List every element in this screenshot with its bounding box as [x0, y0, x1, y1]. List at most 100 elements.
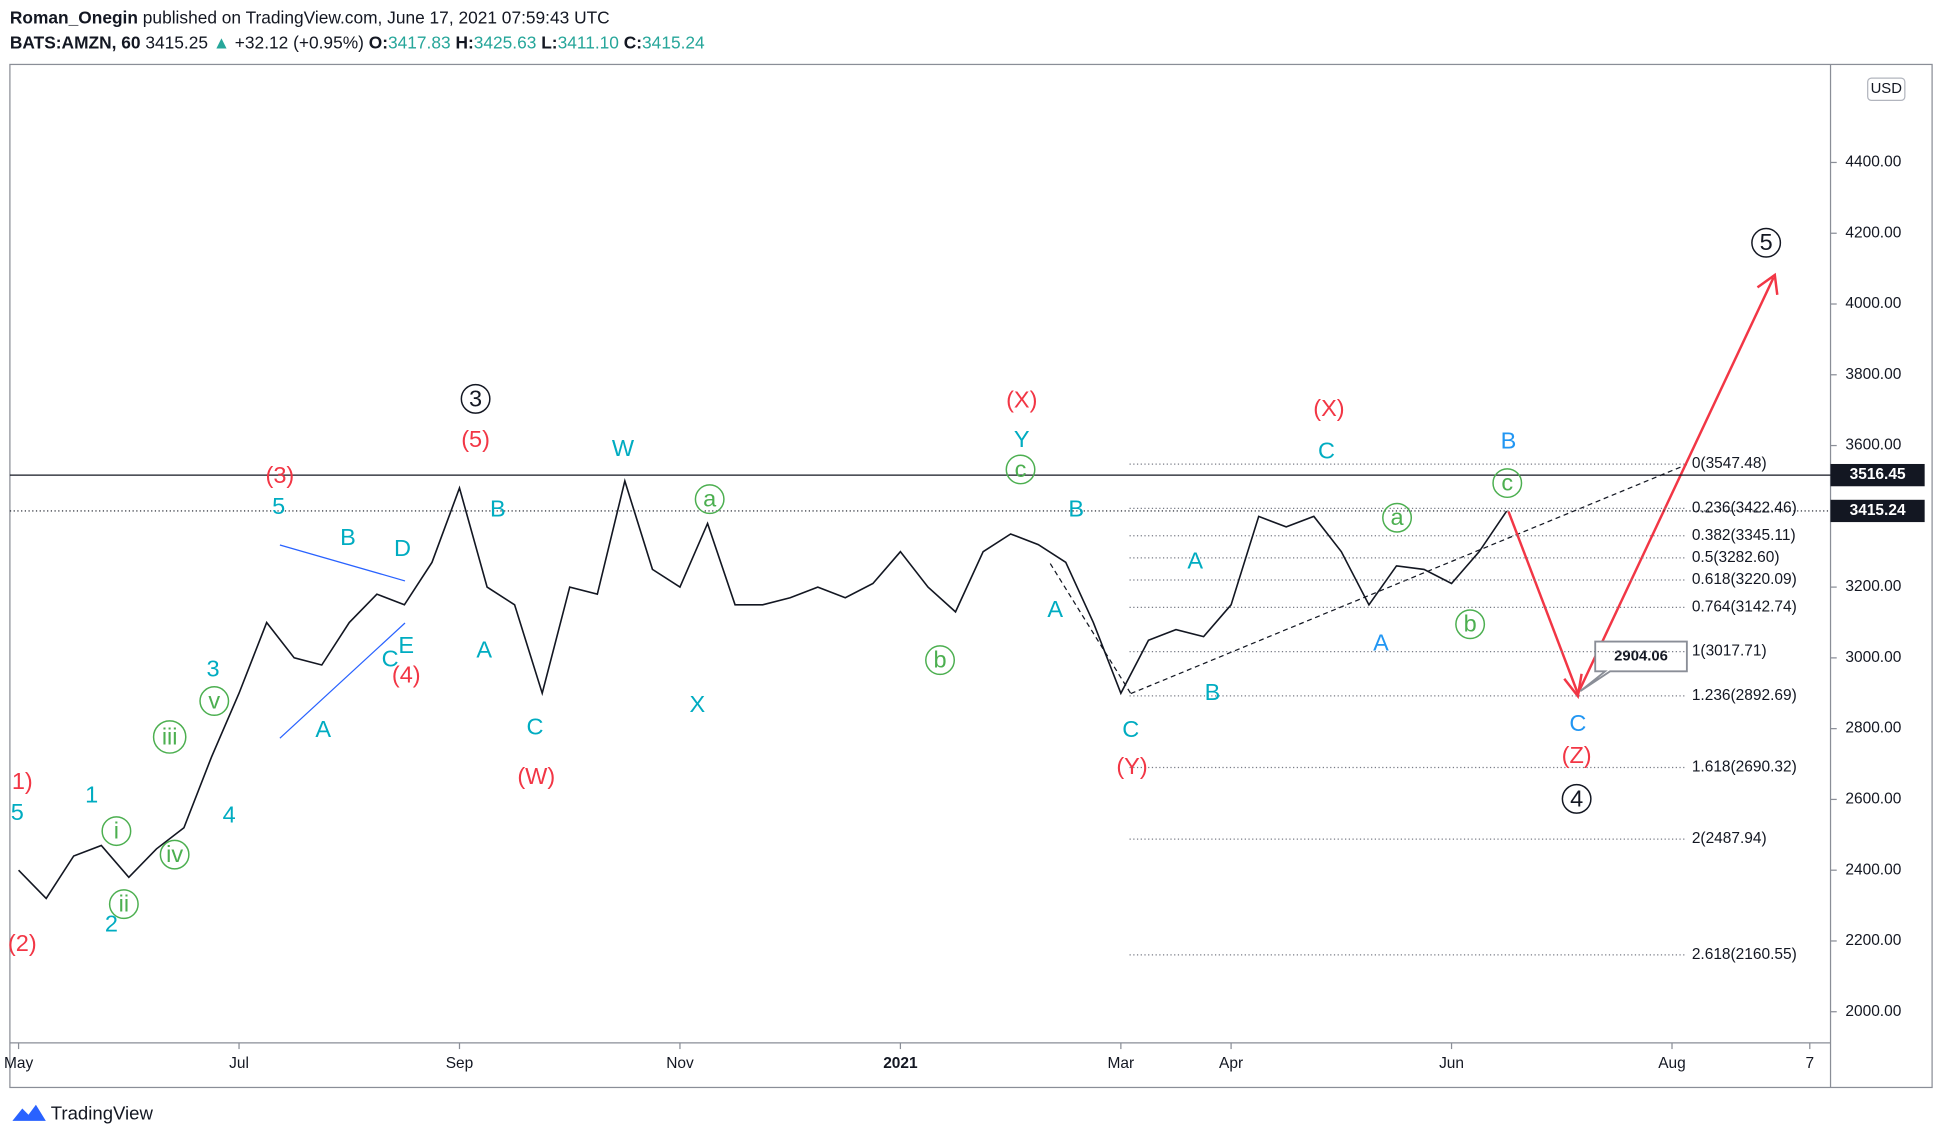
wave-label: iii — [162, 723, 178, 749]
wave-label: (W) — [517, 763, 555, 789]
annotation-circle — [101, 816, 132, 847]
annotation-circle — [159, 839, 190, 870]
wave-label: B — [1068, 496, 1084, 522]
last-price: 3415.25 — [145, 32, 208, 52]
wave-label: 5 — [272, 493, 285, 519]
target-label: 2904.06 — [1614, 648, 1668, 664]
wave-label: iv — [166, 841, 183, 867]
wave-label: (X) — [1313, 395, 1344, 421]
wave-label: 3 — [206, 655, 219, 681]
chart-frame — [9, 63, 1933, 1089]
x-tick-label: May — [4, 1055, 33, 1072]
wave-label: 4 — [1570, 785, 1583, 811]
annotation-circle — [108, 889, 139, 920]
y-tick-label: 3200.00 — [1845, 578, 1901, 595]
trend-line — [279, 622, 406, 739]
annotation-circle — [1455, 609, 1486, 640]
y-tick-label: 2000.00 — [1845, 1003, 1901, 1020]
y-tick-label: 2200.00 — [1845, 932, 1901, 949]
x-tick-label: Mar — [1108, 1055, 1135, 1072]
wave-label: (Y) — [1116, 753, 1147, 779]
wave-label: A — [315, 716, 331, 742]
plot-area: 2904.06 — [279, 272, 1779, 739]
wave-label: 3 — [469, 385, 482, 411]
header-line-1: Roman_Onegin published on TradingView.co… — [10, 7, 610, 27]
wave-label: C — [1569, 710, 1586, 736]
fib-label: 0(3547.48) — [1692, 455, 1767, 472]
annotation-circle — [152, 720, 187, 754]
ohlc-label: O: — [369, 32, 388, 52]
x-tick-label: 7 — [1805, 1055, 1814, 1072]
fib-label: 0.382(3345.11) — [1692, 527, 1796, 544]
projection-arrow — [1576, 276, 1775, 695]
price-label-box — [1830, 463, 1925, 487]
fib-label: 0.5(3282.60) — [1692, 549, 1780, 566]
wave-label: v — [208, 688, 220, 714]
annotation-circle — [1382, 502, 1413, 533]
price-label-box — [1830, 499, 1925, 523]
brand: TradingView — [51, 1103, 154, 1124]
fib-label: 1(3017.71) — [1692, 643, 1767, 660]
x-tick-label: Nov — [666, 1055, 694, 1072]
wave-label: a — [703, 486, 717, 512]
arrow-head — [1563, 673, 1583, 700]
ohlc-value: 3411.10 — [558, 32, 619, 52]
y-tick-label: 3000.00 — [1845, 649, 1901, 666]
fib-label: 1.618(2690.32) — [1692, 759, 1797, 776]
wave-label: 5 — [1760, 229, 1773, 255]
y-tick-label: 2800.00 — [1845, 720, 1901, 737]
wave-label: 1) — [12, 768, 33, 794]
header-line-2: BATS:AMZN, 60 3415.25 ▲ +32.12 (+0.95%) … — [10, 32, 705, 52]
wave-label: B — [490, 496, 506, 522]
wave-label: E — [398, 632, 414, 658]
projection-arrow — [1507, 511, 1580, 695]
symbol: BATS:AMZN, 60 — [10, 32, 141, 52]
x-tick-label: 2021 — [883, 1055, 918, 1072]
y-tick-label: 2400.00 — [1845, 861, 1901, 878]
wave-label: A — [1047, 596, 1063, 622]
x-tick-label: Sep — [446, 1055, 474, 1072]
fib-label: 2.618(2160.55) — [1692, 946, 1797, 963]
trend-line — [279, 544, 406, 582]
published: published on TradingView.com, June 17, 2… — [143, 7, 610, 27]
ohlc-label: H: — [455, 32, 473, 52]
wave-label: c — [1015, 456, 1027, 482]
annotation-circle — [1492, 468, 1523, 499]
target-callout — [1579, 640, 1688, 692]
y-tick-label: 2600.00 — [1845, 791, 1901, 808]
wave-label: (X) — [1006, 387, 1037, 413]
annotation-circle — [694, 484, 725, 515]
wave-label: 1 — [85, 782, 98, 808]
price-line-series — [18, 477, 1508, 900]
wave-label: 4 — [223, 801, 236, 827]
wave-label: 2 — [105, 910, 118, 936]
fib-label: 0.764(3142.74) — [1692, 598, 1797, 615]
wave-label: Y — [1014, 426, 1030, 452]
y-tick-label: 4400.00 — [1845, 154, 1901, 171]
change-arrow: ▲ — [213, 32, 230, 52]
ohlc-value: 3425.63 — [474, 32, 537, 52]
annotation-circle — [460, 383, 491, 414]
currency: USD — [1871, 81, 1903, 97]
wave-label: X — [689, 691, 705, 717]
wave-label: b — [1464, 611, 1477, 637]
fib-label: 0.618(3220.09) — [1692, 571, 1797, 588]
price-label: 3516.45 — [1850, 466, 1906, 483]
wave-label: A — [1187, 548, 1203, 574]
ohlc-label: L: — [541, 32, 557, 52]
fib-label: 0.236(3422.46) — [1692, 499, 1797, 516]
annotation-circle — [1005, 454, 1036, 485]
author: Roman_Onegin — [10, 7, 138, 27]
ohlc-value: 3417.83 — [388, 32, 451, 52]
brand-logo — [12, 1104, 46, 1121]
fib-label: 1.236(2892.69) — [1692, 687, 1797, 704]
y-tick-label: 3600.00 — [1845, 437, 1901, 454]
annotation-circle — [199, 686, 230, 717]
wave-label: C — [1318, 437, 1335, 463]
annotation-circle — [1751, 227, 1782, 258]
wave-label: C — [1122, 716, 1139, 742]
change: +32.12 (+0.95%) — [235, 32, 364, 52]
dashed-line — [1130, 463, 1688, 695]
wave-label: ii — [119, 891, 129, 917]
